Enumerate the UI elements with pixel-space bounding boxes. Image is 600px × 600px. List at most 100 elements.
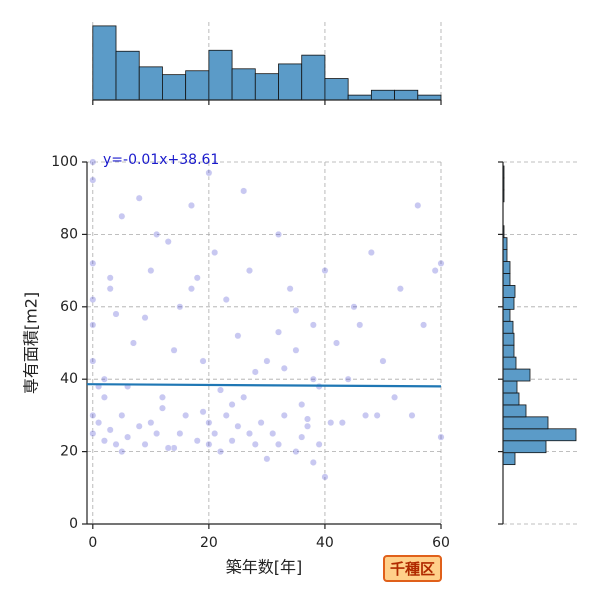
scatter-point [100, 437, 108, 445]
x-axis-label: 築年数[年] [226, 558, 303, 577]
x-tick-label: 60 [432, 535, 450, 551]
histogram-bar [502, 380, 518, 394]
scatter-point [118, 411, 126, 419]
scatter-point [245, 429, 254, 438]
scatter-point [129, 339, 137, 347]
histogram-bar [502, 332, 515, 346]
scatter-point [147, 267, 155, 275]
scatter-point [367, 248, 375, 257]
histogram-bar [115, 50, 140, 101]
scatter-point [245, 267, 254, 275]
scatter-point [89, 158, 97, 166]
histogram-bar [370, 89, 395, 101]
scatter-point [216, 448, 225, 456]
scatter-point [205, 419, 213, 427]
scatter-point [216, 386, 225, 394]
histogram-bar [92, 25, 117, 101]
scatter-point [222, 296, 230, 304]
y-tick-label: 0 [69, 516, 78, 532]
scatter-point [292, 448, 300, 456]
scatter-point [95, 419, 103, 427]
scatter-point [251, 440, 259, 448]
scatter-point [280, 411, 288, 419]
histogram-bar [254, 73, 279, 101]
scatter-point [274, 230, 283, 238]
histogram-bar [502, 296, 515, 310]
histogram-bar [347, 94, 372, 101]
scatter-point [234, 422, 242, 430]
scatter-point [344, 375, 352, 383]
scatter-point [100, 393, 108, 401]
histogram-bar [502, 368, 531, 382]
scatter-point [228, 437, 236, 445]
scatter-point [396, 285, 404, 293]
scatter-point [89, 357, 97, 365]
scatter-point [437, 259, 445, 267]
scatter-point [222, 411, 230, 419]
scatter-point [158, 393, 166, 401]
scatter-point [199, 408, 207, 416]
scatter-point [135, 194, 143, 202]
equation: y=-0.01x+38.61 [103, 152, 219, 168]
histogram-bar [185, 70, 210, 101]
histogram-bar [502, 285, 516, 298]
histogram-bar [394, 89, 419, 101]
scatter-point [141, 314, 149, 322]
scatter-point [437, 433, 445, 441]
histogram-bar [502, 308, 511, 322]
scatter-point [89, 296, 97, 304]
scatter-point [420, 321, 428, 329]
histogram-bar [502, 428, 577, 442]
histogram-bar [208, 49, 233, 101]
scatter-point [141, 440, 149, 448]
scatter-point [211, 248, 219, 257]
scatter-point [408, 411, 416, 419]
scatter-point [228, 400, 236, 409]
scatter-point [321, 267, 329, 275]
scatter-point [309, 458, 317, 467]
scatter-point [257, 419, 265, 427]
scatter-point [153, 230, 161, 238]
ward-badge: 千種区 [383, 555, 443, 582]
histogram-bar [324, 78, 349, 101]
scatter-point [431, 267, 439, 275]
scatter-point [315, 440, 323, 448]
y-axis-label: 専有面積[m2] [22, 292, 41, 394]
scatter-point [124, 433, 132, 441]
histogram-bar [138, 66, 163, 101]
scatter-point [414, 201, 422, 209]
scatter-point [205, 169, 213, 177]
scatter-point [106, 426, 114, 434]
scatter-point [303, 415, 312, 423]
histogram-bar [502, 320, 514, 334]
histogram-bar [417, 94, 442, 101]
scatter-point [176, 303, 184, 311]
scatter-point [89, 429, 97, 438]
histogram-bar [502, 273, 511, 286]
scatter-point [303, 422, 312, 430]
scatter-point [240, 393, 248, 401]
scatter-point [263, 455, 271, 463]
y-tick-label: 20 [60, 444, 78, 460]
scatter-point [251, 368, 259, 376]
scatter-point [292, 306, 300, 314]
histogram-bar [502, 440, 547, 454]
scatter-point [274, 328, 283, 336]
scatter-point [350, 303, 358, 311]
scatter-point [379, 357, 387, 365]
histogram-bar [162, 74, 187, 101]
scatter-point [187, 201, 196, 209]
scatter-point [118, 212, 126, 220]
histogram-bar [278, 63, 303, 101]
y-tick-label: 100 [51, 154, 78, 170]
scatter-point [274, 440, 283, 448]
y-tick-label: 80 [60, 226, 78, 242]
scatter-point [187, 285, 196, 293]
histogram-bar [502, 392, 520, 406]
histogram-bar [502, 452, 516, 466]
x-tick-label: 40 [316, 535, 334, 551]
scatter-point [263, 357, 271, 365]
y-tick-label: 40 [60, 371, 78, 387]
